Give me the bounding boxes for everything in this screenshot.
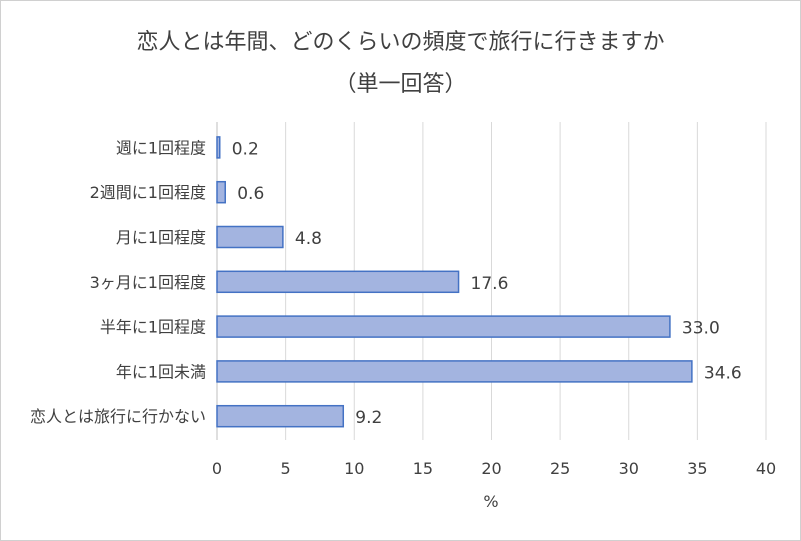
data-label: 9.2 [355, 408, 382, 428]
bar [216, 136, 221, 159]
x-tick-label: 5 [281, 459, 291, 478]
chart-subtitle: （単一回答） [334, 72, 467, 97]
chart-title: 恋人とは年間、どのくらいの頻度で旅行に行きますか [136, 30, 665, 55]
bar [216, 225, 284, 249]
x-tick-label: 35 [687, 459, 707, 478]
data-label: 4.8 [295, 229, 322, 249]
category-label: 恋人とは旅行に行かない [30, 407, 206, 426]
x-tick-label: 15 [413, 459, 433, 478]
data-label: 17.6 [471, 274, 509, 294]
x-tick-label: 25 [550, 459, 570, 478]
x-tick-label: 10 [344, 459, 364, 478]
x-tick-label: 20 [481, 459, 501, 478]
data-label: 0.2 [232, 139, 259, 159]
data-label: 33.0 [682, 319, 720, 339]
x-tick-labels: 0 5 10 15 20 25 30 35 40 [212, 459, 776, 478]
x-tick-label: 30 [619, 459, 639, 478]
bar [216, 360, 693, 383]
category-label: 年に1回未満 [116, 362, 206, 381]
category-label: 2週間に1回程度 [90, 183, 206, 202]
bar [216, 404, 345, 428]
bar [216, 270, 460, 294]
category-label: 週に1回程度 [116, 138, 206, 157]
category-label: 月に1回程度 [116, 228, 206, 247]
data-labels: 0.2 0.6 4.8 17.6 33.0 34.6 9.2 [232, 139, 742, 428]
data-label: 0.6 [237, 184, 264, 204]
bar [216, 180, 226, 204]
x-axis-title: % [483, 492, 498, 511]
x-tick-label: 40 [756, 459, 776, 478]
bars [216, 136, 693, 428]
category-label: 3ヶ月に1回程度 [90, 273, 206, 292]
x-tick-label: 0 [212, 459, 222, 478]
data-label: 34.6 [704, 363, 742, 383]
bar [216, 315, 671, 338]
category-label: 半年に1回程度 [100, 318, 206, 337]
